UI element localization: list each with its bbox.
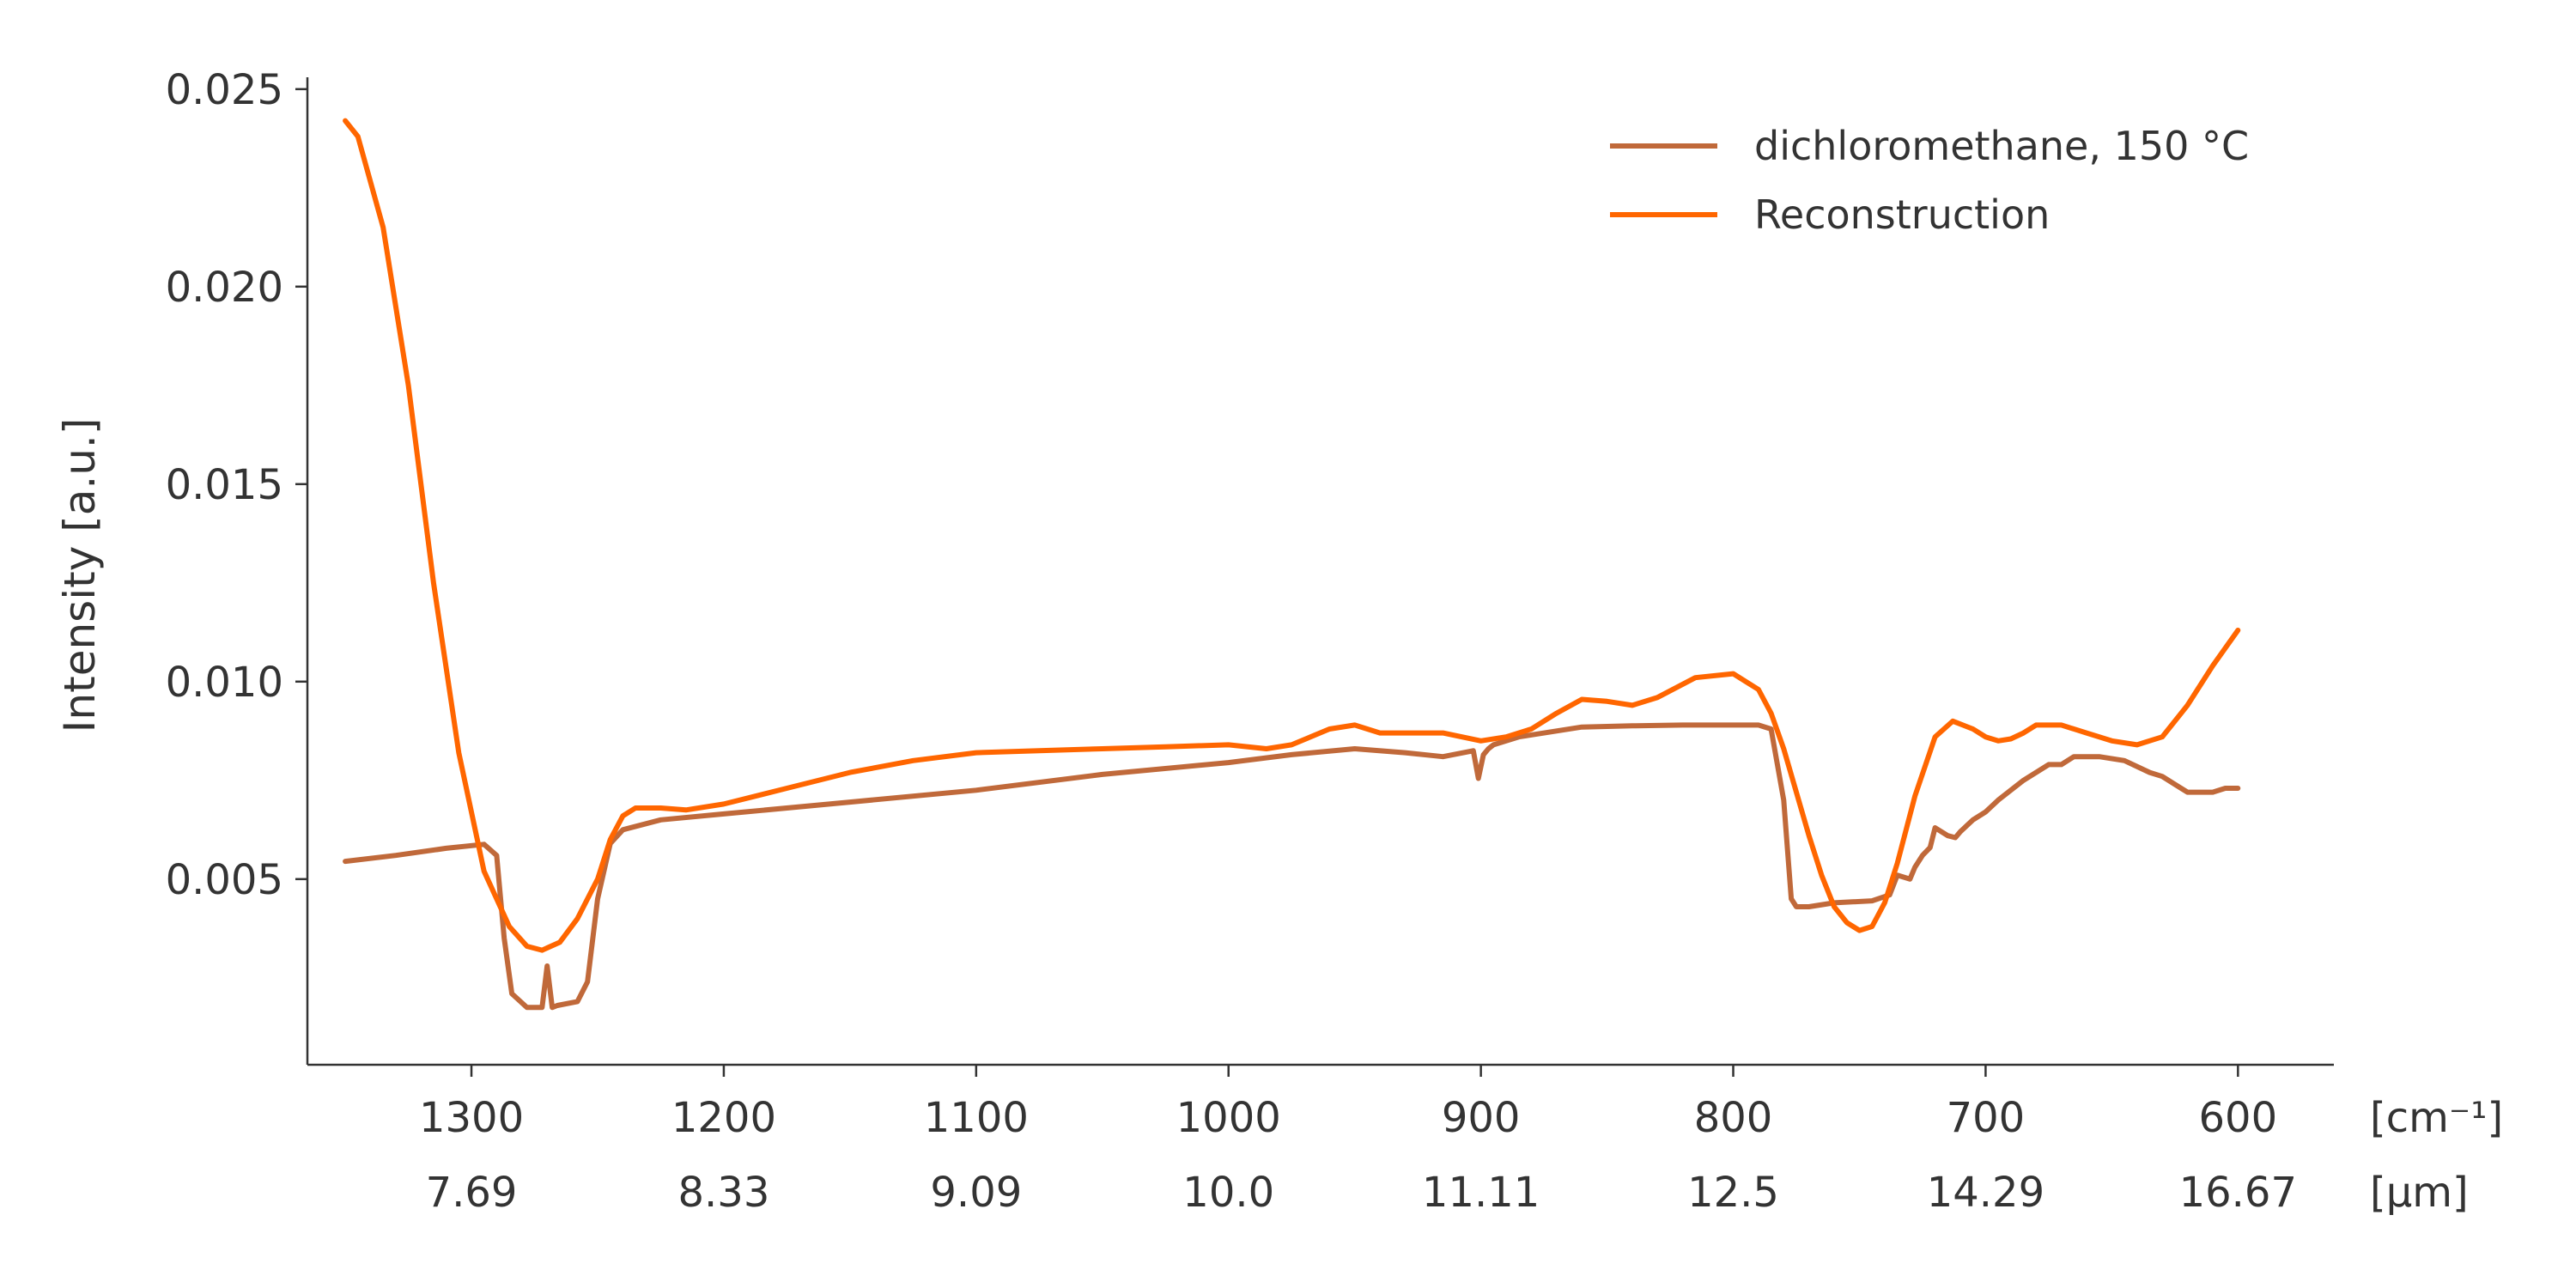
- x2-tick-label: 8.33: [677, 1169, 769, 1217]
- x-tick-label: 600: [2199, 1094, 2278, 1142]
- y-tick-label: 0.005: [166, 856, 283, 904]
- y-tick-label: 0.010: [166, 659, 283, 707]
- y-tick-label: 0.015: [166, 461, 283, 509]
- x2-tick-label: 11.11: [1422, 1169, 1540, 1217]
- x2-axis-unit-label: [µm]: [2370, 1169, 2469, 1217]
- x-tick-label: 1100: [924, 1094, 1029, 1142]
- legend-label-series-1: dichloromethane, 150 °C: [1754, 123, 2249, 169]
- x-tick-label: 700: [1947, 1094, 2026, 1142]
- axes-group: [306, 77, 2334, 1066]
- x2-tick-label: 16.67: [2179, 1169, 2297, 1217]
- legend: dichloromethane, 150 °C Reconstruction: [1610, 123, 2249, 238]
- y-axis-label: Intensity [a.u.]: [55, 418, 105, 733]
- x2-tick-label: 10.0: [1182, 1169, 1274, 1217]
- y-tick-label: 0.020: [166, 264, 283, 312]
- x2-tick-label: 7.69: [426, 1169, 518, 1217]
- x-axis-unit-label: [cm⁻¹]: [2370, 1094, 2503, 1142]
- plot-lines-group: [343, 118, 2241, 1011]
- legend-label-series-2: Reconstruction: [1754, 191, 2050, 238]
- x-tick-label: 900: [1442, 1094, 1521, 1142]
- x-tick-label: 800: [1694, 1094, 1773, 1142]
- x2-tick-label: 12.5: [1687, 1169, 1779, 1217]
- x-tick-label: 1300: [419, 1094, 524, 1142]
- x-tick-label: 1200: [671, 1094, 776, 1142]
- series-line-2: [343, 118, 2241, 953]
- y-tick-label: 0.025: [166, 66, 283, 114]
- series-line-1: [343, 722, 2241, 1011]
- x-tick-label: 1000: [1176, 1094, 1281, 1142]
- ticks-group: 0.005 0.010 0.015 0.020 0.025 1300 7.69 1200 8.3…: [166, 66, 2297, 1217]
- x2-tick-label: 9.09: [930, 1169, 1022, 1217]
- x2-tick-label: 14.29: [1927, 1169, 2044, 1217]
